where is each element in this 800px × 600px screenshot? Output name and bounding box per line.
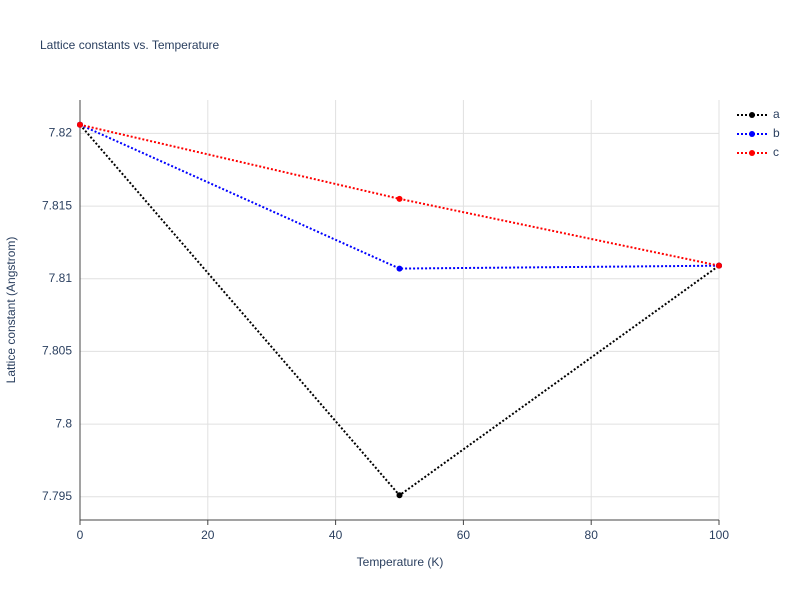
y-tick-label: 7.81 — [49, 271, 73, 285]
x-tick-label: 40 — [329, 528, 343, 542]
x-tick-label: 80 — [585, 528, 599, 542]
legend-marker — [749, 112, 755, 118]
legend-label: a — [773, 107, 780, 121]
y-tick-label: 7.8 — [55, 416, 72, 430]
y-tick-label: 7.805 — [42, 344, 72, 358]
y-tick-label: 7.815 — [42, 198, 72, 212]
x-tick-label: 20 — [201, 528, 215, 542]
series-line — [79, 124, 720, 497]
y-tick-label: 7.82 — [49, 126, 73, 140]
point — [396, 265, 403, 272]
y-axis-label: Lattice constant (Angstrom) — [4, 237, 18, 384]
point — [396, 492, 403, 499]
legend-label: b — [773, 126, 780, 140]
legend-label: c — [773, 145, 779, 159]
legend-marker — [749, 131, 755, 137]
legend-marker — [749, 150, 755, 156]
point — [396, 195, 403, 202]
x-tick-label: 0 — [77, 528, 84, 542]
point — [77, 121, 83, 128]
y-tick-label: 7.795 — [42, 489, 72, 503]
point — [716, 262, 722, 269]
x-tick-label: 100 — [709, 528, 729, 542]
x-tick-label: 60 — [457, 528, 471, 542]
chart-title: Lattice constants vs. Temperature — [40, 38, 220, 52]
series-line — [79, 123, 720, 270]
x-axis-label: Temperature (K) — [357, 555, 444, 569]
series-line — [79, 123, 720, 267]
